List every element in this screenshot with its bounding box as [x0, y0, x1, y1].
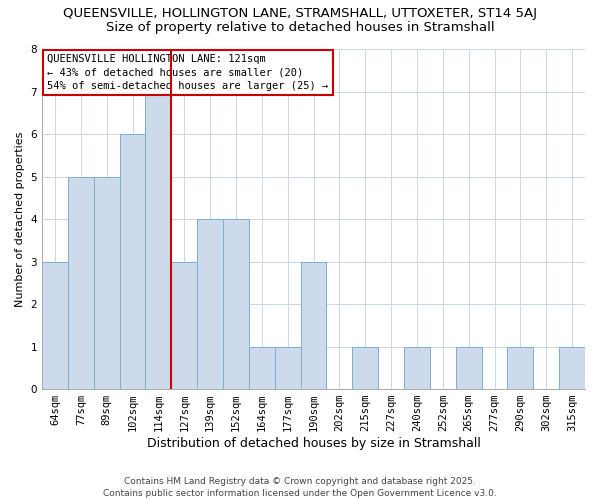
- Text: Size of property relative to detached houses in Stramshall: Size of property relative to detached ho…: [106, 21, 494, 34]
- Bar: [223, 219, 249, 389]
- Text: Contains HM Land Registry data © Crown copyright and database right 2025.
Contai: Contains HM Land Registry data © Crown c…: [103, 476, 497, 498]
- Bar: [94, 176, 119, 389]
- Bar: [275, 346, 301, 389]
- Bar: [404, 346, 430, 389]
- Bar: [559, 346, 585, 389]
- Bar: [352, 346, 378, 389]
- Y-axis label: Number of detached properties: Number of detached properties: [15, 132, 25, 306]
- Bar: [68, 176, 94, 389]
- Bar: [301, 262, 326, 389]
- Bar: [249, 346, 275, 389]
- Bar: [42, 262, 68, 389]
- Text: QUEENSVILLE HOLLINGTON LANE: 121sqm
← 43% of detached houses are smaller (20)
54: QUEENSVILLE HOLLINGTON LANE: 121sqm ← 43…: [47, 54, 329, 90]
- Bar: [145, 92, 172, 389]
- Bar: [119, 134, 145, 389]
- X-axis label: Distribution of detached houses by size in Stramshall: Distribution of detached houses by size …: [146, 437, 481, 450]
- Text: QUEENSVILLE, HOLLINGTON LANE, STRAMSHALL, UTTOXETER, ST14 5AJ: QUEENSVILLE, HOLLINGTON LANE, STRAMSHALL…: [63, 8, 537, 20]
- Bar: [508, 346, 533, 389]
- Bar: [172, 262, 197, 389]
- Bar: [456, 346, 482, 389]
- Bar: [197, 219, 223, 389]
